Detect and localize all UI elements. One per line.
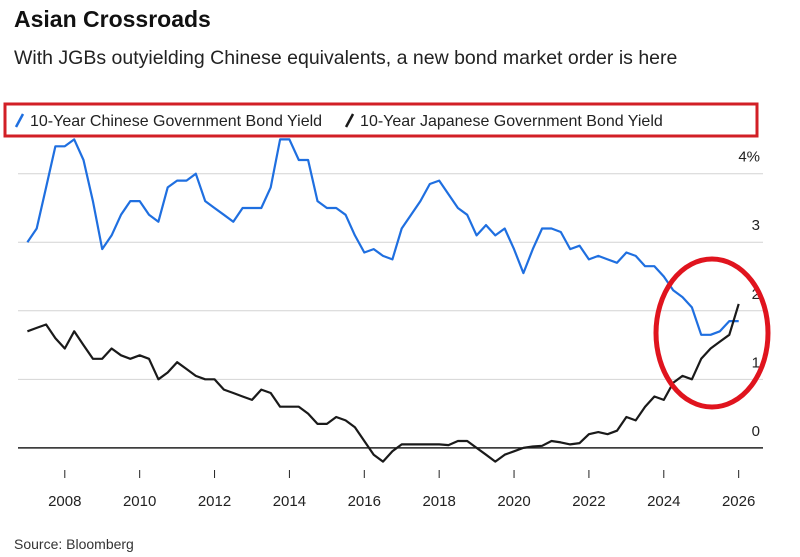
x-tick-label: 2016 bbox=[348, 493, 381, 510]
series-line bbox=[27, 303, 740, 463]
x-tick-label: 2012 bbox=[198, 493, 231, 510]
y-tick-label: 3 bbox=[752, 217, 760, 234]
y-tick-label: 0 bbox=[752, 423, 760, 440]
x-tick-label: 2026 bbox=[722, 493, 755, 510]
legend-label: 10-Year Chinese Government Bond Yield bbox=[30, 113, 322, 130]
legend-label: 10-Year Japanese Government Bond Yield bbox=[360, 113, 663, 130]
highlight-ellipse bbox=[653, 256, 771, 410]
x-tick-label: 2014 bbox=[273, 493, 306, 510]
chart-subtitle: With JGBs outyielding Chinese equivalent… bbox=[14, 47, 678, 69]
x-tick-label: 2010 bbox=[123, 493, 156, 510]
legend-highlight bbox=[3, 102, 759, 138]
legend-swatch bbox=[344, 113, 355, 128]
x-tick-label: 2008 bbox=[48, 493, 81, 510]
series-line bbox=[26, 138, 739, 336]
chart-title: Asian Crossroads bbox=[14, 6, 211, 32]
plot-area: 0 1 2 4% 3 2008 2010 2012 2014 2016 2018 2020 2022 20… bbox=[18, 138, 763, 510]
y-tick-label: 2 bbox=[752, 286, 760, 303]
x-tick-label: 2020 bbox=[497, 493, 530, 510]
legend-swatch bbox=[14, 113, 25, 128]
y-tick-label: 1 bbox=[752, 354, 760, 371]
y-tick-label: 4% bbox=[738, 149, 760, 166]
x-tick-label: 2024 bbox=[647, 493, 680, 510]
chart: 0 1 2 4% 3 2008 2010 2012 2014 2016 2018 2020 2022 20… bbox=[3, 102, 771, 510]
source-note: Source: Bloomberg bbox=[14, 536, 134, 552]
x-tick-label: 2018 bbox=[422, 493, 455, 510]
x-tick-label: 2022 bbox=[572, 493, 605, 510]
